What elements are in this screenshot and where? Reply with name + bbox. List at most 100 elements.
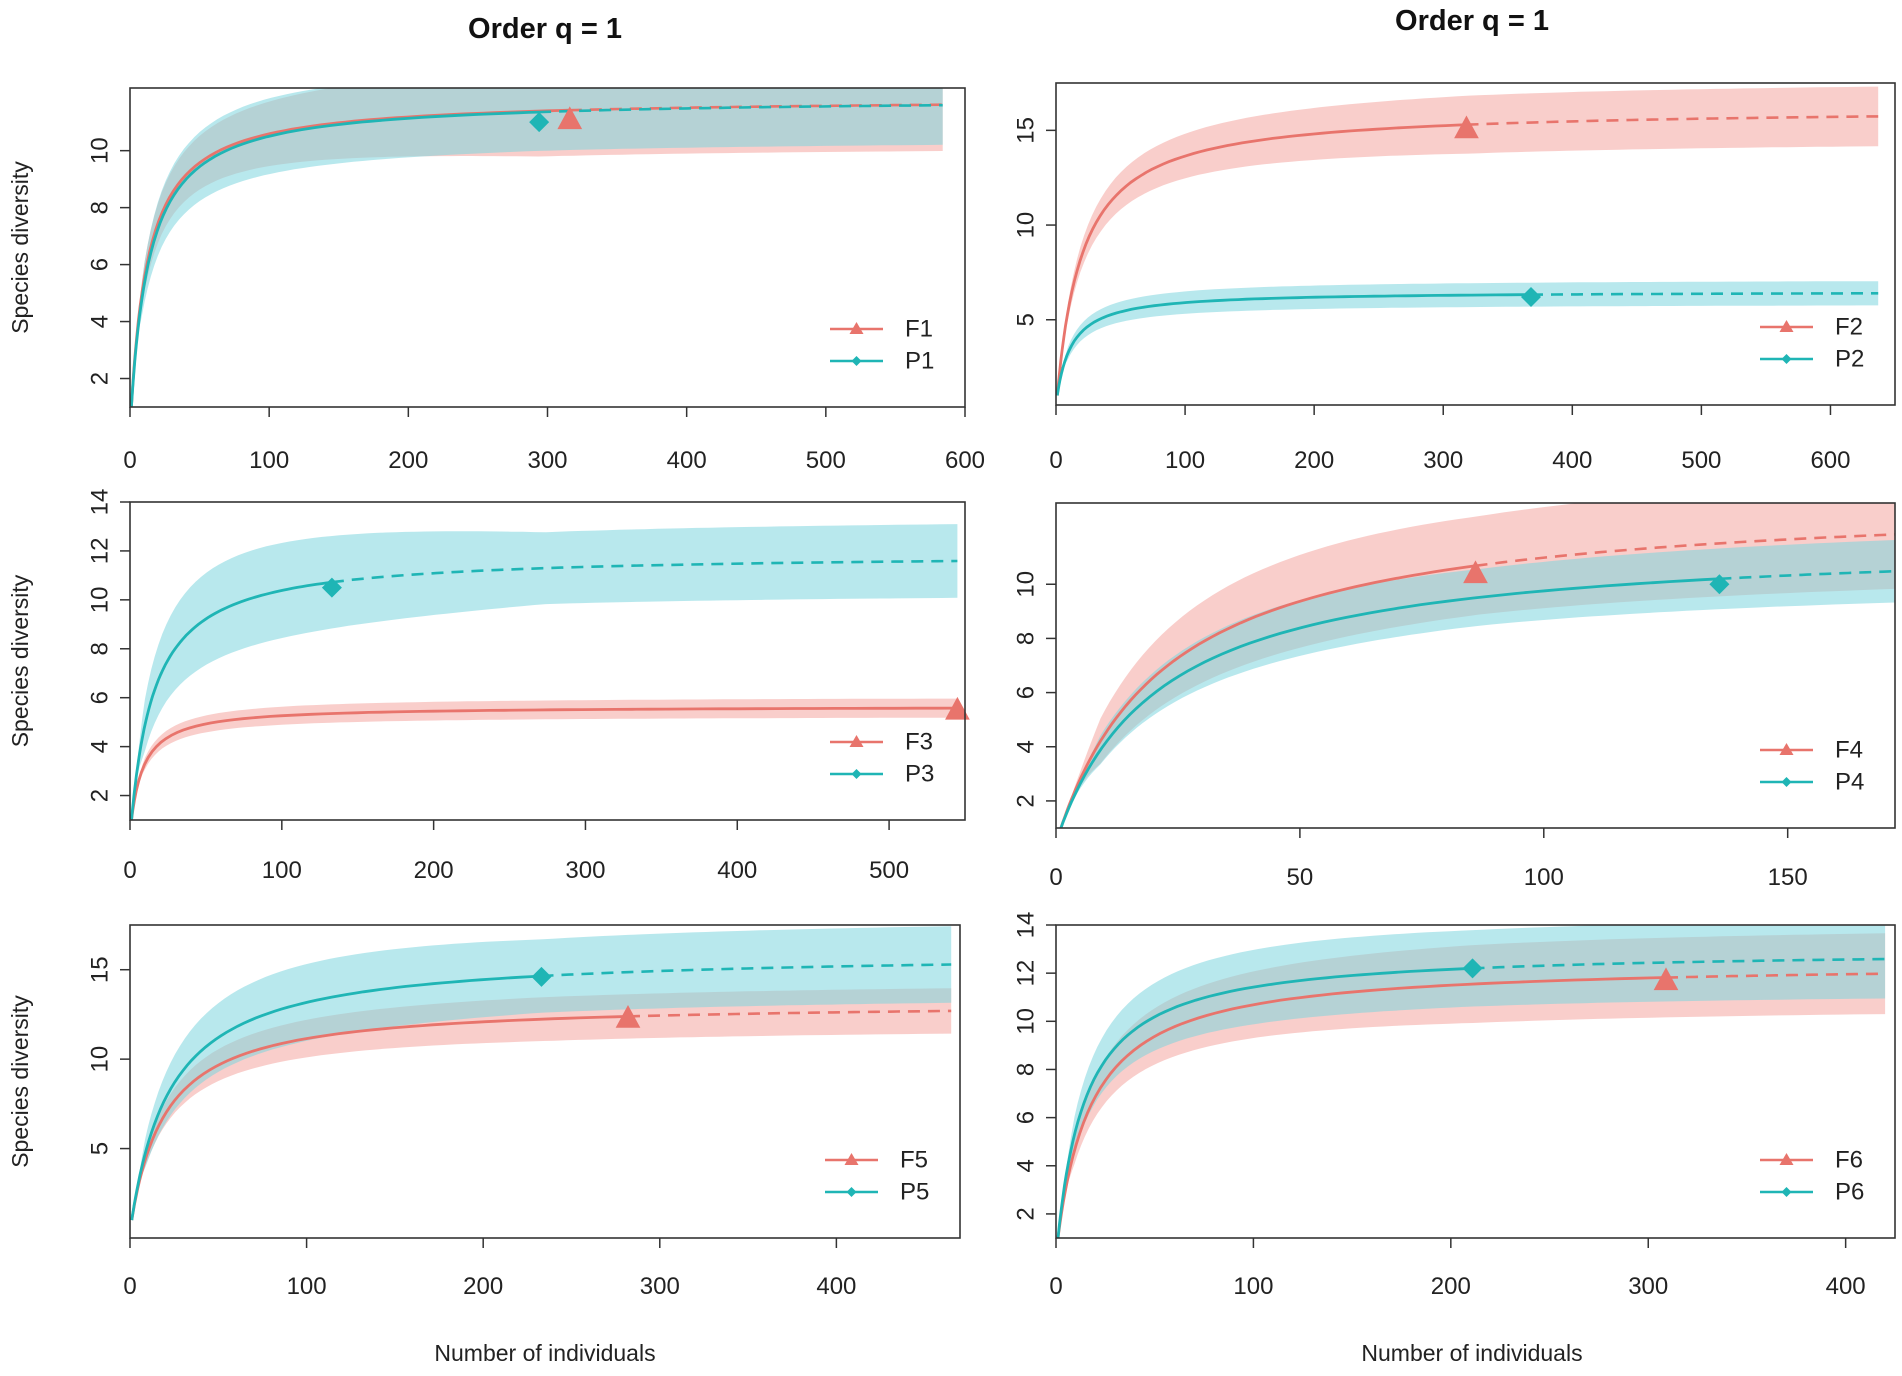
y-tick-label: 10 <box>87 586 114 613</box>
y-tick-label: 6 <box>87 258 114 271</box>
plot-frame <box>129 924 961 1239</box>
legend-marker-P5 <box>846 1187 857 1197</box>
x-tick-label: 600 <box>945 447 985 474</box>
x-tick-label: 100 <box>1524 864 1564 891</box>
x-tick-label: 500 <box>1681 447 1721 474</box>
confidence-band-F5 <box>131 988 952 1221</box>
y-axis: 5 10 15 <box>1013 117 1056 326</box>
extrapolated-line-P1 <box>539 103 943 114</box>
y-axis: 2 4 6 8 10 12 14 <box>1013 912 1056 1221</box>
extrapolated-line-F5 <box>627 1009 952 1018</box>
observed-point-F6 <box>1653 967 1679 991</box>
plot-area <box>1056 925 1886 1238</box>
x-tick-label: 150 <box>1768 864 1808 891</box>
x-axis-label: Number of individuals <box>1361 1340 1582 1366</box>
x-tick-label: 300 <box>1628 1273 1668 1300</box>
plot-area <box>130 524 958 820</box>
x-tick-label: 200 <box>414 857 454 884</box>
interpolated-line-P3 <box>130 580 333 820</box>
x-axis: 0 100 200 300 400 500 600 <box>123 407 985 474</box>
x-tick-label: 200 <box>1431 1273 1471 1300</box>
observed-point-P3 <box>321 577 342 598</box>
x-tick-label: 0 <box>123 447 136 474</box>
x-axis: 0 100 200 300 400 <box>1049 1238 1866 1300</box>
x-tick-label: 400 <box>1552 447 1592 474</box>
plot-frame <box>129 501 966 821</box>
x-tick-label: 300 <box>527 447 567 474</box>
extrapolated-line-F6 <box>1665 972 1886 979</box>
y-tick-label: 2 <box>1013 794 1040 807</box>
legend-marker-P4 <box>1781 777 1792 787</box>
legend-label-F4: F4 <box>1835 737 1863 764</box>
observed-point-F1 <box>557 106 583 130</box>
legend-label-F6: F6 <box>1835 1147 1863 1174</box>
panel-1: 0 100 200 300 400 500 600 2 4 6 8 10 Species diversi… <box>7 87 985 474</box>
plot-area <box>130 88 943 407</box>
y-tick-label: 10 <box>1013 212 1040 239</box>
y-axis: 2 4 6 8 10 <box>1013 571 1056 808</box>
x-tick-label: 0 <box>1049 1273 1062 1300</box>
y-tick-label: 4 <box>87 315 114 328</box>
x-tick-label: 100 <box>262 857 302 884</box>
legend-label-P3: P3 <box>905 761 934 788</box>
legend-label-P4: P4 <box>1835 769 1864 796</box>
x-tick-label: 200 <box>463 1273 503 1300</box>
confidence-band-P2 <box>1057 281 1879 396</box>
plot-area <box>130 926 952 1221</box>
legend-marker-F1 <box>849 322 864 334</box>
x-axis: 0 100 200 300 400 500 600 <box>1049 405 1850 474</box>
x-axis: 0 100 200 300 400 500 <box>123 820 909 884</box>
y-tick-label: 15 <box>87 956 114 983</box>
y-tick-label: 8 <box>1013 632 1040 645</box>
plot-frame <box>1055 82 1896 406</box>
y-tick-label: 2 <box>1013 1207 1040 1220</box>
interpolated-line-P2 <box>1056 293 1531 396</box>
observed-point-P6 <box>1462 958 1483 979</box>
y-tick-label: 4 <box>1013 740 1040 753</box>
legend-label-P1: P1 <box>905 348 934 375</box>
observed-point-P1 <box>529 112 550 133</box>
y-tick-label: 2 <box>87 789 114 802</box>
x-tick-label: 400 <box>1826 1273 1866 1300</box>
y-tick-label: 6 <box>1013 686 1040 699</box>
y-tick-label: 6 <box>1013 1111 1040 1124</box>
y-tick-label: 14 <box>87 489 114 516</box>
plot-frame <box>1055 502 1896 829</box>
y-tick-label: 4 <box>1013 1159 1040 1172</box>
plot-frame <box>1055 924 1896 1239</box>
x-tick-label: 100 <box>287 1273 327 1300</box>
x-tick-label: 0 <box>123 857 136 884</box>
legend-label-P5: P5 <box>900 1179 929 1206</box>
legend-marker-F3 <box>849 735 864 747</box>
legend-label-F2: F2 <box>1835 314 1863 341</box>
extrapolated-line-P6 <box>1472 957 1886 970</box>
x-tick-label: 0 <box>1049 864 1062 891</box>
interpolated-line-F6 <box>1056 976 1667 1238</box>
y-tick-label: 10 <box>1013 1008 1040 1035</box>
confidence-band-P1 <box>131 88 943 407</box>
y-axis: 5 10 15 <box>87 956 130 1155</box>
y-axis-label: Species diversity <box>7 574 33 747</box>
legend-marker-F2 <box>1779 320 1794 332</box>
extrapolated-line-P4 <box>1719 569 1895 581</box>
plot-area <box>1059 503 1895 828</box>
x-tick-label: 0 <box>1049 447 1062 474</box>
x-tick-label: 0 <box>123 1273 136 1300</box>
x-tick-label: 50 <box>1287 864 1314 891</box>
observed-point-F4 <box>1463 560 1488 584</box>
confidence-band-P5 <box>131 926 952 1221</box>
column-title: Order q = 1 <box>1395 5 1549 37</box>
observed-point-F5 <box>615 1005 641 1028</box>
legend-label-F5: F5 <box>900 1147 928 1174</box>
confidence-band-P3 <box>131 524 958 820</box>
interpolated-line-F2 <box>1056 123 1467 396</box>
observed-point-F3 <box>945 696 970 720</box>
legend-label-P6: P6 <box>1835 1179 1864 1206</box>
